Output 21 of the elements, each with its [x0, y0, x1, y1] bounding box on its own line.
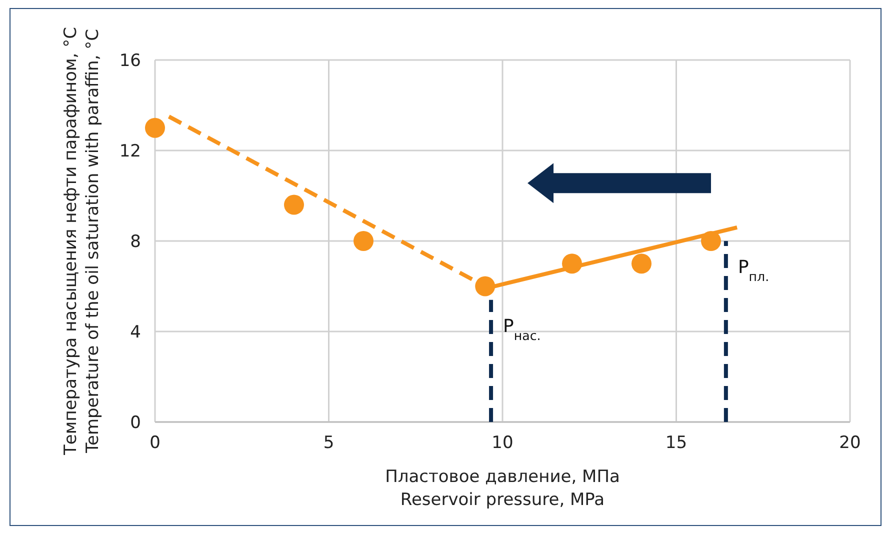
x-tick-label: 20: [839, 433, 861, 453]
y-axis-title: Температура насыщения нефти парафином, °C Temperature of the oil saturation with paraffin, °C: [61, 27, 103, 456]
x-tick-label: 15: [665, 433, 688, 453]
y-tick-label: 12: [119, 141, 141, 162]
y-tick-label: 4: [130, 322, 141, 342]
x-tick-label: 0: [150, 433, 160, 453]
point: [354, 231, 374, 251]
point: [284, 194, 304, 215]
series-label: P$_{нас.}$: [503, 316, 541, 342]
point: [145, 118, 165, 138]
y-tick-label: 8: [130, 232, 141, 252]
point: [562, 254, 582, 274]
y-tick-label: 0: [130, 412, 141, 433]
y-tick-label: 16: [119, 50, 141, 71]
series-label: P$_{пл.}$: [738, 257, 770, 284]
x-tick-label: 10: [492, 433, 514, 453]
x-axis-title: Пластовое давление, МПа Reservoir pressure, MPa: [385, 467, 620, 510]
x-tick-label: 5: [323, 433, 334, 453]
point: [475, 276, 496, 296]
point: [632, 254, 652, 274]
point: [701, 231, 721, 251]
